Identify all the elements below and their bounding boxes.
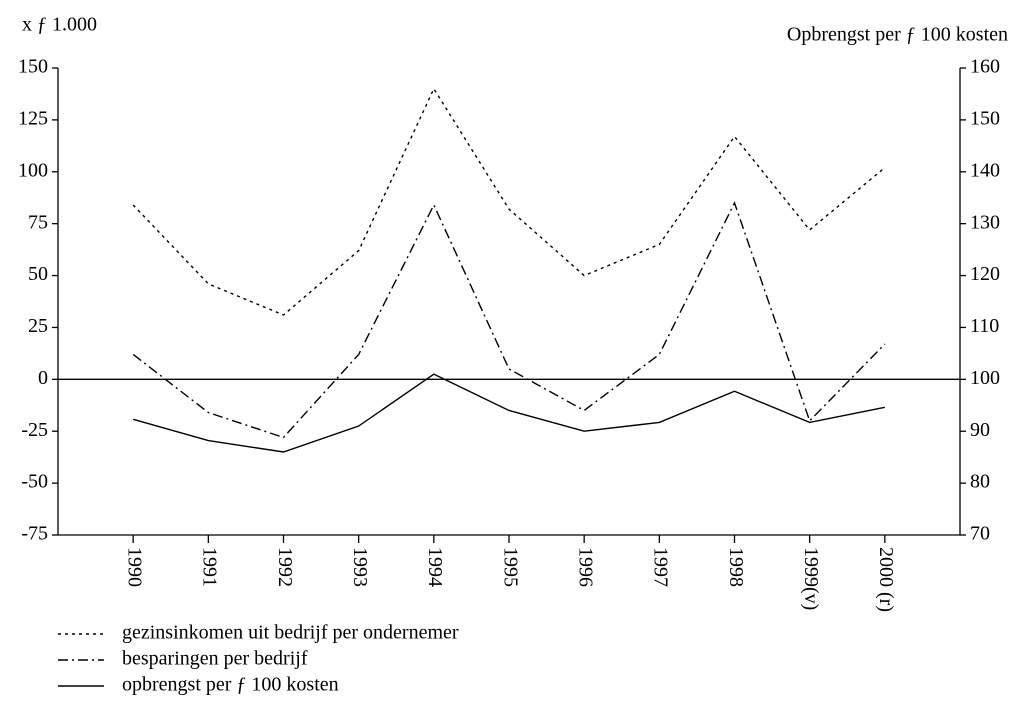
series-line: [132, 201, 886, 439]
series-line: [132, 87, 886, 316]
x-tick-label: 1991: [199, 547, 221, 587]
y2-axis-label: Opbrengst per ƒ 100 kosten: [787, 24, 1008, 46]
y-tick-label: -25: [21, 419, 48, 441]
y-tick-label: 75: [28, 211, 48, 233]
y2-tick-label: 130: [970, 211, 1000, 233]
legend-label: opbrengst per ƒ 100 kosten: [122, 674, 339, 696]
y-tick-label: -75: [21, 523, 48, 545]
y-axis-label: x ƒ 1.000: [22, 14, 97, 36]
y2-tick-label: 140: [970, 159, 1000, 181]
y-tick-label: 125: [18, 107, 48, 129]
y2-tick-label: 110: [970, 315, 999, 337]
x-tick-label: 1998: [725, 547, 747, 587]
x-tick-label: 1995: [499, 547, 521, 587]
y2-tick-label: 120: [970, 263, 1000, 285]
x-tick-label: 1990: [124, 547, 146, 587]
legend-label: gezinsinkomen uit bedrijf per ondernemer: [122, 622, 459, 644]
y-tick-label: 150: [18, 56, 48, 78]
y2-tick-label: 80: [970, 471, 990, 493]
series-line: [132, 373, 885, 453]
legend-label: besparingen per bedrijf: [122, 648, 308, 670]
y-tick-label: 50: [28, 263, 48, 285]
x-tick-label: 1999(v): [800, 547, 822, 610]
y2-tick-label: 100: [970, 367, 1000, 389]
y-tick-label: 100: [18, 159, 48, 181]
x-tick-label: 1996: [575, 547, 597, 587]
y2-tick-label: 70: [970, 523, 990, 545]
y2-tick-label: 150: [970, 107, 1000, 129]
y-tick-label: -50: [21, 471, 48, 493]
y-tick-label: 25: [28, 315, 48, 337]
y2-tick-label: 90: [970, 419, 990, 441]
x-tick-label: 1997: [650, 547, 672, 587]
y-tick-label: 0: [38, 367, 48, 389]
x-tick-label: 1994: [424, 547, 446, 587]
y2-tick-label: 160: [970, 56, 1000, 78]
x-tick-label: 2000 (r): [875, 547, 897, 612]
x-tick-label: 1992: [274, 547, 296, 587]
x-tick-label: 1993: [349, 547, 371, 587]
